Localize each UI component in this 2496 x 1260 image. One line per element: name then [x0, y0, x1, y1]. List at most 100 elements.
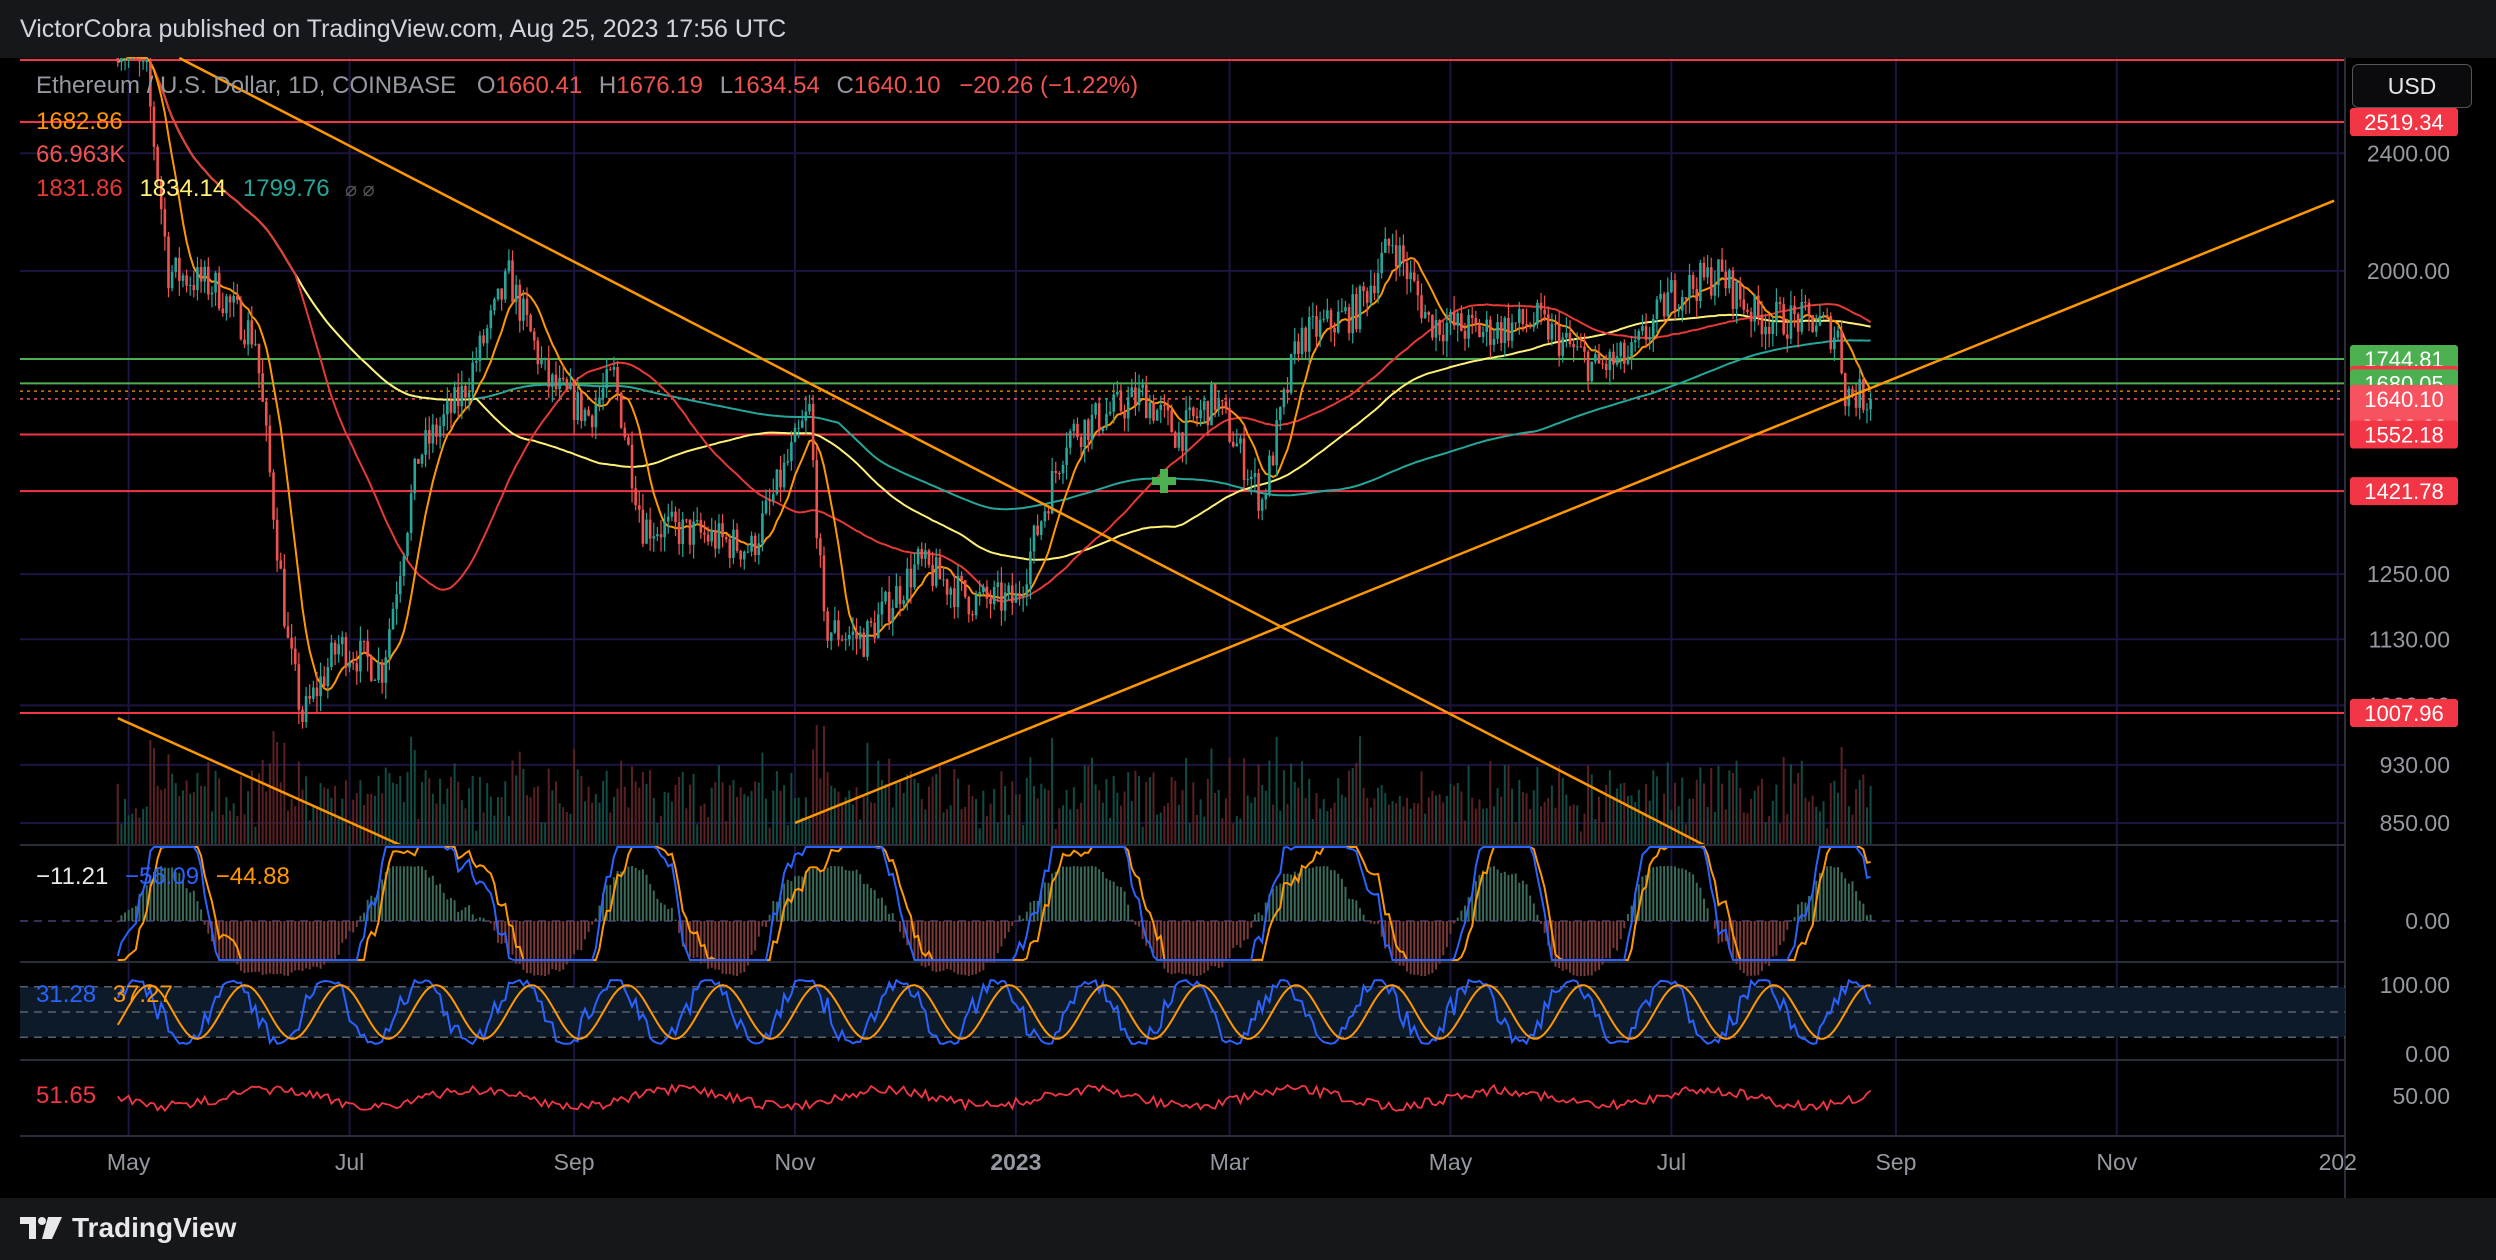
- price-badge: [2350, 420, 2458, 449]
- price-badge-label: 1640.10: [2364, 387, 2444, 412]
- candle-body: [771, 494, 775, 501]
- candle-body: [1152, 402, 1155, 421]
- candle-body: [909, 568, 913, 588]
- volume-bar: [1445, 795, 1448, 845]
- volume-bar: [1083, 765, 1086, 845]
- candle-body: [1771, 321, 1775, 334]
- volume-bar: [1156, 814, 1159, 845]
- candle-body: [1713, 285, 1717, 296]
- stoch-k-line: [116, 978, 1872, 1046]
- candle-body: [1003, 592, 1007, 611]
- tradingview-brand[interactable]: TradingView: [20, 1212, 236, 1244]
- candle-body: [1365, 291, 1369, 303]
- volume-bar: [1793, 783, 1796, 845]
- candle-body: [1720, 259, 1724, 272]
- volume-bar: [1760, 778, 1763, 845]
- volume-bar: [515, 775, 518, 845]
- volume-bar: [243, 814, 246, 845]
- volume-bar: [247, 791, 250, 845]
- candle-body: [326, 667, 330, 686]
- volume-bar: [681, 771, 684, 845]
- volume-bar: [1112, 775, 1115, 845]
- time-tick-label: Jul: [335, 1149, 364, 1175]
- publish-header: VictorCobra published on TradingView.com…: [0, 0, 2496, 58]
- candle-body: [1539, 302, 1543, 310]
- volume-bar: [218, 778, 221, 845]
- time-axis[interactable]: May Jul Sep Nov 2023 Mar May Jul Sep Nov 202: [107, 1149, 2357, 1175]
- price-axis[interactable]: 2400.002000.001250.001130.001020.00930.0…: [2367, 140, 2450, 1109]
- candle-body: [1010, 585, 1014, 603]
- trendline[interactable]: [794, 199, 2335, 825]
- volume-bar: [471, 775, 474, 845]
- candle-body: [1278, 407, 1282, 421]
- candle-body: [855, 631, 858, 639]
- volume-bar: [486, 783, 489, 845]
- volume-bar: [576, 769, 579, 845]
- candle-body: [1731, 270, 1735, 309]
- volume-bar: [250, 770, 253, 845]
- volume-bar: [1485, 808, 1488, 845]
- volume-bar: [1141, 826, 1144, 845]
- volume-bar: [392, 782, 395, 845]
- candle-body: [1514, 322, 1517, 324]
- candle-body: [1601, 363, 1604, 365]
- volume-bar: [344, 780, 347, 845]
- candle-body: [500, 288, 503, 300]
- candle-body: [272, 472, 275, 520]
- volume-bar: [779, 790, 782, 845]
- volume-bar: [844, 797, 847, 845]
- candle-body: [1170, 410, 1173, 433]
- volume-bar: [1348, 770, 1351, 845]
- candle-body: [489, 310, 493, 329]
- trendline[interactable]: [178, 56, 1705, 847]
- volume-bar: [1047, 790, 1050, 845]
- candle-body: [989, 598, 992, 605]
- time-tick-label: 2023: [990, 1149, 1041, 1175]
- volume-bar: [1369, 807, 1372, 845]
- time-tick-label: Sep: [1875, 1149, 1916, 1175]
- candle-body: [1449, 311, 1452, 324]
- volume-bar: [942, 812, 945, 845]
- candle-body: [1478, 324, 1481, 337]
- volume-bar: [1167, 803, 1170, 845]
- volume-bar: [558, 803, 561, 845]
- trendlines[interactable]: [117, 56, 2335, 847]
- trendline[interactable]: [117, 716, 401, 847]
- volume-bar: [1453, 785, 1456, 845]
- currency-button[interactable]: USD: [2352, 64, 2472, 108]
- volume-bar: [1865, 807, 1868, 845]
- volume-bar: [363, 805, 366, 845]
- volume-bar: [1815, 806, 1818, 845]
- candle-body: [688, 519, 692, 545]
- candle-body: [228, 296, 232, 303]
- price-chart[interactable]: 2400.002000.001250.001130.001020.00930.0…: [0, 0, 2496, 1198]
- candle-body: [395, 594, 398, 609]
- volume-bar: [1025, 777, 1028, 845]
- volume-bar: [1757, 785, 1760, 845]
- candle-body: [641, 509, 645, 544]
- candle-body: [507, 260, 511, 272]
- candle-body: [992, 586, 996, 605]
- oscillator-pane: [20, 845, 2345, 976]
- candle-body: [420, 454, 424, 464]
- volume-bar: [754, 781, 757, 845]
- candle-body: [1586, 351, 1590, 382]
- candle-body: [1065, 447, 1068, 466]
- volume-bar: [1576, 805, 1579, 845]
- price-tick-label: 850.00: [2380, 810, 2450, 836]
- candle-body: [666, 516, 670, 522]
- volume-bar: [732, 780, 735, 845]
- candle-body: [243, 339, 246, 345]
- volume-bar: [1275, 736, 1278, 845]
- volume-bar: [1779, 824, 1782, 845]
- volume-bar: [1061, 805, 1064, 845]
- volume-bar: [1460, 791, 1463, 845]
- volume-bar: [1449, 783, 1452, 845]
- horizontal-levels[interactable]: [20, 59, 2345, 714]
- volume-bar: [1634, 801, 1637, 845]
- candle-body: [1865, 409, 1869, 411]
- volume-bar: [221, 814, 224, 845]
- candle-body: [895, 586, 898, 608]
- legend-close-label: C: [837, 72, 854, 99]
- candle-body: [1061, 465, 1065, 474]
